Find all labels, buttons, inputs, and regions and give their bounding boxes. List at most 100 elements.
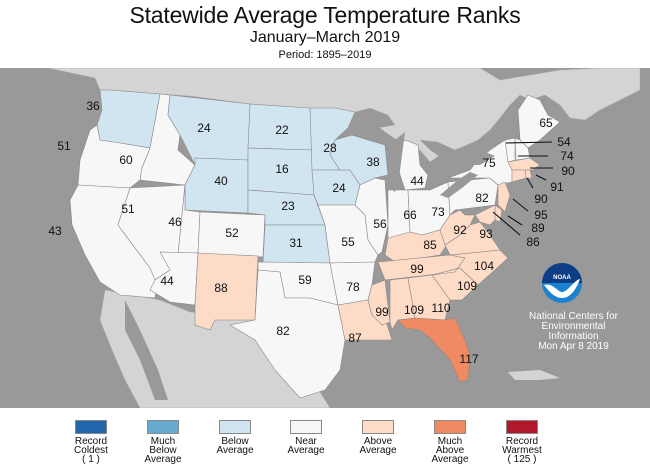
state-wv xyxy=(439,209,476,246)
state-ga xyxy=(407,274,451,321)
legend-label: Above xyxy=(363,436,393,447)
rank-label-md: 86 xyxy=(526,235,540,249)
legend-item-much-below: Much Below Average xyxy=(128,420,198,465)
rank-label-pa: 82 xyxy=(475,191,489,205)
rank-label-or: 51 xyxy=(57,139,71,153)
rank-label-wv: 92 xyxy=(453,223,467,237)
rank-label-mo: 55 xyxy=(341,235,355,249)
legend-swatch xyxy=(219,420,251,434)
nova-scotia-landmass xyxy=(575,90,620,112)
rank-label-ky: 85 xyxy=(423,238,437,252)
rank-label-ia: 24 xyxy=(332,181,346,195)
noaa-logo: NOAA xyxy=(542,263,582,303)
map-period: Period: 1895–2019 xyxy=(278,49,372,61)
rank-label-nc: 104 xyxy=(474,259,494,273)
leader-lines xyxy=(492,141,553,236)
rank-label-nd: 22 xyxy=(275,123,289,137)
state-tx xyxy=(229,269,346,399)
legend-item-record-warmest: Record Warmest( 125 ) xyxy=(487,420,557,465)
credit-line-2: Environmental xyxy=(541,321,606,332)
legend-label: Much xyxy=(437,436,463,447)
rank-label-ny: 75 xyxy=(482,156,496,170)
legend-item-above: Above Average xyxy=(343,420,413,456)
rank-label-ct: 90 xyxy=(534,192,548,206)
rank-label-wa: 36 xyxy=(86,99,100,113)
rank-label-nv: 51 xyxy=(121,202,135,216)
rank-labels: 36 51 43 60 51 24 40 46 44 52 88 22 16 23 31 59 82 28 24 55… xyxy=(48,99,575,366)
rank-label-id: 60 xyxy=(119,153,133,167)
rank-label-nm: 88 xyxy=(214,281,228,295)
legend-label: Below xyxy=(149,445,177,456)
rank-label-ut: 46 xyxy=(168,215,182,229)
legend-item-below: Below Average xyxy=(200,420,270,456)
rank-label-ne: 23 xyxy=(281,199,295,213)
rank-label-ga: 110 xyxy=(431,301,450,315)
legend-label: Average xyxy=(216,445,254,456)
rank-label-la: 87 xyxy=(348,331,362,345)
leader-line-ct xyxy=(526,177,534,189)
state-ms xyxy=(367,279,391,326)
rank-label-mt: 24 xyxy=(197,121,211,135)
legend-label: ( 1 ) xyxy=(82,454,100,465)
legend-item-record-coldest: Record Coldest( 1 ) xyxy=(56,420,126,465)
legend-label: Record xyxy=(74,436,108,447)
rank-label-az: 44 xyxy=(160,274,174,288)
rank-label-co: 52 xyxy=(225,226,239,240)
rank-label-sd: 16 xyxy=(275,162,289,176)
rank-label-me: 65 xyxy=(539,116,553,130)
legend-swatch xyxy=(290,420,322,434)
credit-line-1: National Centers for xyxy=(529,311,618,322)
rank-label-va: 93 xyxy=(479,227,493,241)
rank-label-mn: 28 xyxy=(323,141,337,155)
legend-label: Coldest xyxy=(74,445,108,456)
rank-label-il: 56 xyxy=(373,217,387,231)
rank-label-ca: 43 xyxy=(48,224,62,238)
legend-label: Warmest xyxy=(502,445,542,456)
state-nm xyxy=(194,252,259,331)
state-md xyxy=(474,204,496,226)
leader-line-ri xyxy=(535,174,547,181)
legend-label: Average xyxy=(431,454,469,465)
legend-item-much-above: Much Above Average xyxy=(415,420,485,465)
rank-label-fl: 117 xyxy=(459,352,478,366)
rank-label-wi: 38 xyxy=(366,155,380,169)
state-wa xyxy=(96,89,161,149)
rank-label-mi: 44 xyxy=(410,174,424,188)
state-ct xyxy=(511,169,527,183)
leader-line-vt xyxy=(505,141,553,144)
legend-item-near: Near Average xyxy=(271,420,341,456)
legend-label: Average xyxy=(359,445,397,456)
state-nc xyxy=(431,249,509,286)
legend-label: Below xyxy=(221,436,249,447)
credit-line-3: Information xyxy=(548,331,599,342)
states-layer xyxy=(69,89,561,399)
rank-label-ri: 91 xyxy=(550,180,564,194)
rank-label-sc: 109 xyxy=(457,279,477,293)
rank-label-ar: 78 xyxy=(346,280,360,294)
rank-label-de: 89 xyxy=(531,221,545,235)
legend-swatch xyxy=(434,420,466,434)
rank-label-ks: 31 xyxy=(289,236,303,250)
legend-label: Average xyxy=(144,454,182,465)
legend-label: Near xyxy=(295,436,317,447)
canada-landmass xyxy=(47,67,641,163)
state-mi xyxy=(394,139,429,191)
rank-label-ma: 90 xyxy=(561,164,575,178)
rank-label-tn: 99 xyxy=(410,262,424,276)
state-fl xyxy=(397,317,471,383)
state-nh xyxy=(514,137,531,161)
rank-label-nj: 95 xyxy=(534,208,548,222)
rank-label-tx: 82 xyxy=(276,324,290,338)
leader-line-nj xyxy=(512,198,529,212)
state-vt xyxy=(504,137,516,163)
legend-label: Above xyxy=(435,445,465,456)
legend-swatch xyxy=(75,420,107,434)
caribbean-islands xyxy=(508,370,560,380)
legend-swatch xyxy=(362,420,394,434)
map-title: Statewide Average Temperature Ranks xyxy=(129,2,521,28)
legend-swatch xyxy=(506,420,538,434)
rank-label-wy: 40 xyxy=(214,174,228,188)
state-nj xyxy=(497,181,511,213)
leader-line-de xyxy=(507,215,523,226)
legend-label: ( 125 ) xyxy=(507,454,537,465)
